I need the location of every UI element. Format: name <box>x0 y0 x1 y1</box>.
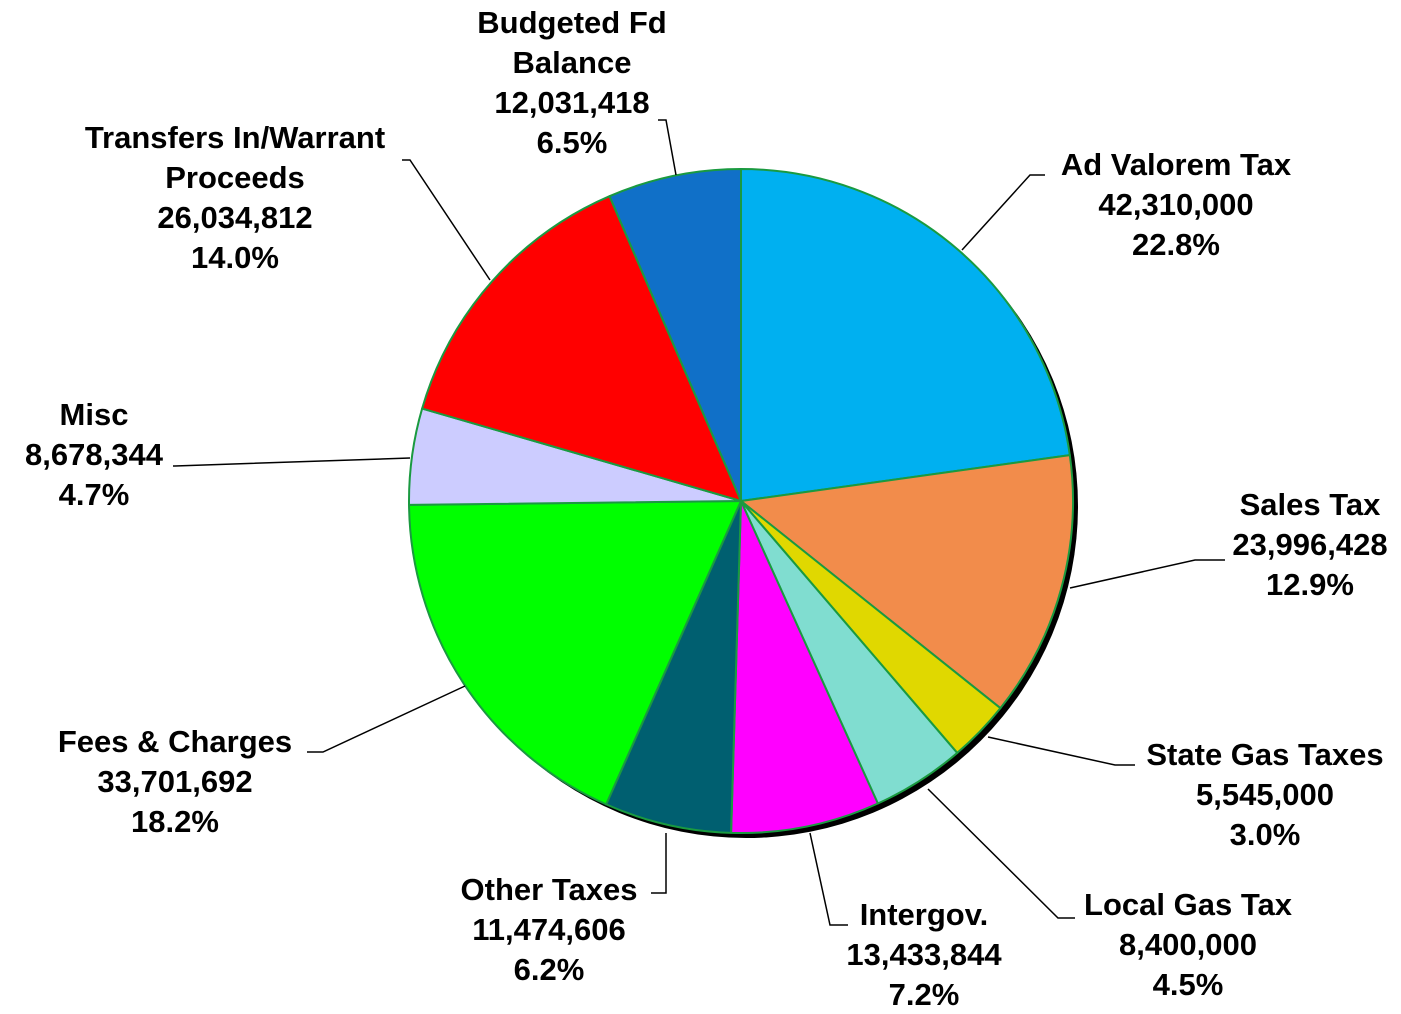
leader-line <box>402 159 491 281</box>
pie-slice-other-taxes <box>605 500 742 834</box>
leader-line <box>173 457 411 467</box>
slice-label-percent: 3.0% <box>1230 817 1301 852</box>
slice-label-percent: 12.9% <box>1266 567 1354 602</box>
leader-line <box>961 174 1045 251</box>
slice-label: Sales Tax 23,996,428 12.9% <box>1232 487 1387 602</box>
slice-label-value: 26,034,812 <box>157 200 312 235</box>
slice-label-percent: 4.5% <box>1153 967 1224 1002</box>
slice-label-name: Proceeds <box>165 160 305 195</box>
slice-label: Misc 8,678,344 4.7% <box>25 397 164 512</box>
slice-label: State Gas Taxes 5,545,000 3.0% <box>1146 737 1383 852</box>
pie-slice-intergov <box>730 500 879 834</box>
slice-label-name: State Gas Taxes <box>1146 737 1383 772</box>
slice-label-value: 8,678,344 <box>25 437 164 472</box>
pie-slice-sales-tax <box>740 454 1074 710</box>
pie-slice-ad-valorem-tax <box>740 168 1071 502</box>
slice-label-name: Local Gas Tax <box>1084 887 1293 922</box>
leader-line <box>1069 559 1225 589</box>
pie-slice-budgeted-fd-balance <box>608 168 742 502</box>
slice-label: Other Taxes 11,474,606 6.2% <box>461 872 638 987</box>
slice-label-value: 11,474,606 <box>472 912 625 947</box>
slice-label-name: Sales Tax <box>1240 487 1382 522</box>
slice-label: Intergov. 13,433,844 7.2% <box>846 897 1002 1012</box>
slice-label-name: Misc <box>60 397 129 432</box>
slice-label: Local Gas Tax 8,400,000 4.5% <box>1084 887 1293 1002</box>
leader-lines <box>173 119 1225 926</box>
slice-label: Budgeted Fd Balance 12,031,418 6.5% <box>477 5 666 160</box>
slice-label-value: 8,400,000 <box>1119 927 1257 962</box>
slice-label-value: 13,433,844 <box>846 937 1002 972</box>
slice-label-name: Intergov. <box>860 897 989 932</box>
leader-line <box>987 736 1135 766</box>
slice-label: Fees & Charges 33,701,692 18.2% <box>58 724 292 839</box>
slice-labels: Ad Valorem Tax 42,310,000 22.8% Sales Tax 23… <box>25 5 1388 1012</box>
leader-line <box>927 788 1075 919</box>
leader-line <box>658 119 677 176</box>
slice-label-name: Balance <box>513 45 632 80</box>
leader-line <box>651 833 667 894</box>
pie-slice-transfers-in-warrant-proceeds <box>421 195 742 502</box>
slice-label-percent: 6.2% <box>514 952 585 987</box>
slice-label-value: 5,545,000 <box>1196 777 1334 812</box>
pie-slices <box>408 168 1074 834</box>
slice-label-percent: 18.2% <box>131 804 219 839</box>
leader-line <box>809 832 848 926</box>
slice-label-name: Ad Valorem Tax <box>1061 147 1292 182</box>
slice-label-percent: 7.2% <box>889 977 960 1009</box>
slice-label-percent: 22.8% <box>1132 227 1220 262</box>
slice-label-name: Other Taxes <box>461 872 638 907</box>
pie-slice-fees-charges <box>408 500 742 806</box>
leader-line <box>307 685 466 753</box>
slice-label: Transfers In/Warrant Proceeds 26,034,812 14… <box>85 120 385 275</box>
slice-label-value: 12,031,418 <box>494 85 649 120</box>
slice-label-name: Transfers In/Warrant <box>85 120 385 155</box>
slice-label-value: 23,996,428 <box>1232 527 1387 562</box>
slice-label-percent: 6.5% <box>537 125 608 160</box>
slice-label-value: 33,701,692 <box>97 764 252 799</box>
slice-label-name: Fees & Charges <box>58 724 292 759</box>
slice-label-percent: 14.0% <box>191 240 279 275</box>
slice-label-value: 42,310,000 <box>1098 187 1253 222</box>
slice-label: Ad Valorem Tax 42,310,000 22.8% <box>1061 147 1292 262</box>
slice-label-percent: 4.7% <box>59 477 130 512</box>
slice-label-name: Budgeted Fd <box>477 5 666 40</box>
